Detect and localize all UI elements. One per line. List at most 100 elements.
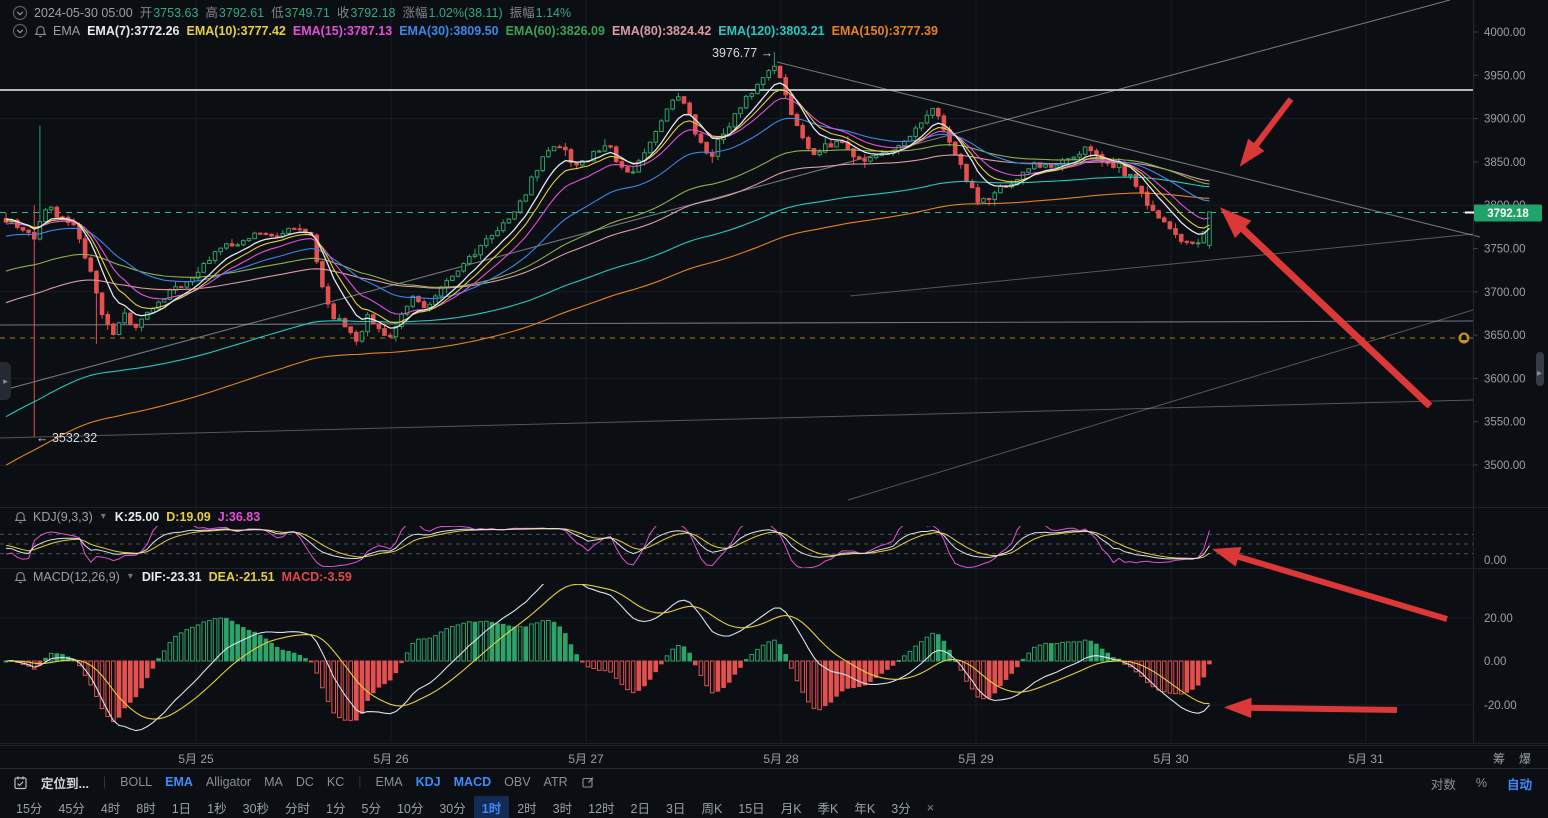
timeframe-button-30秒[interactable]: 30秒 xyxy=(242,801,270,816)
alert-bell-icon[interactable] xyxy=(34,25,47,38)
macd-values: DIF:-23.31 DEA:-21.51 MACD:-3.59 xyxy=(142,569,359,585)
date-label: 5月 28 xyxy=(763,752,799,766)
indicator-button-%[interactable]: % xyxy=(1475,776,1487,790)
trendlines xyxy=(0,0,1481,501)
info-segment: 收 xyxy=(336,6,350,20)
indicator-button-ema[interactable]: EMA xyxy=(165,775,193,789)
indicator-button-kdj[interactable]: KDJ xyxy=(415,775,441,789)
chevron-right-icon[interactable]: ▸ xyxy=(1537,368,1543,379)
info-segment: 低 xyxy=(271,6,284,20)
axis-label: 0.00 xyxy=(1484,656,1506,668)
timeframe-button-3时[interactable]: 3时 xyxy=(552,801,573,816)
timeframe-button-4时[interactable]: 4时 xyxy=(100,801,121,816)
timeframe-button-1日[interactable]: 1日 xyxy=(171,801,192,816)
info-segment: 1.14% xyxy=(535,6,572,20)
axis-label: 3950.00 xyxy=(1484,70,1526,82)
timeframe-button-周K[interactable]: 周K xyxy=(701,801,723,816)
timeframe-button-30分[interactable]: 30分 xyxy=(439,801,466,816)
timeframe-button-月K[interactable]: 月K xyxy=(780,801,802,816)
indicator-button-macd[interactable]: MACD xyxy=(453,775,492,789)
indicator-button-ema[interactable]: EMA xyxy=(375,775,403,789)
axis-label: 20.00 xyxy=(1484,613,1513,625)
timeframe-button-1时[interactable]: 1时 xyxy=(473,795,510,818)
sub-indicator-group: EMA KDJ MACD OBV ATR xyxy=(376,775,568,789)
axis-label: 3600.00 xyxy=(1484,373,1526,385)
axis-scrollbar-thumb[interactable] xyxy=(1536,352,1544,386)
indicator-button-atr[interactable]: ATR xyxy=(543,775,568,789)
timeframe-button-8时[interactable]: 8时 xyxy=(136,801,156,816)
kdj-values: K:25.00 D:19.09 J:36.83 xyxy=(115,509,267,525)
timeframe-button-3日[interactable]: 3日 xyxy=(665,801,686,816)
indicator-button-ma[interactable]: MA xyxy=(264,775,283,789)
ema-indicator-label: EMA xyxy=(53,24,81,38)
info-segment: EMA(15):3787.13 xyxy=(292,24,393,38)
indicator-button-对数[interactable]: 对数 xyxy=(1430,777,1456,792)
axis-label: 3500.00 xyxy=(1484,460,1526,472)
kdj-layer xyxy=(5,526,1210,569)
info-segment: DIF:-23.31 xyxy=(141,570,202,584)
axis-label: 4000.00 xyxy=(1484,27,1526,39)
collapse-chevron-icon[interactable] xyxy=(12,23,28,39)
info-segment: 开 xyxy=(139,6,153,20)
timeframe-button-年K[interactable]: 年K xyxy=(854,801,876,816)
info-segment: K:25.00 xyxy=(114,510,160,524)
date-label: 5月 25 xyxy=(178,752,214,766)
locate-calendar-icon[interactable] xyxy=(13,775,28,790)
close-timeframe-button[interactable]: × xyxy=(926,799,935,815)
timeframe-button-2日[interactable]: 2日 xyxy=(630,801,650,816)
timeframe-button-1分[interactable]: 1分 xyxy=(326,801,346,816)
ohlc-values: 2024-05-30 05:00 开 3753.63 高 3792.61 低 3749.71… xyxy=(34,5,578,21)
info-segment: 1.02%(38.11) xyxy=(428,6,503,20)
axis-label: 3550.00 xyxy=(1484,417,1526,429)
indicator-button-kc[interactable]: KC xyxy=(326,775,345,789)
timeframe-button-45分[interactable]: 45分 xyxy=(58,801,85,816)
info-segment: 高 xyxy=(205,6,218,20)
indicator-button-自动[interactable]: 自动 xyxy=(1506,777,1532,792)
left-panel-expand-tab[interactable]: ▸ xyxy=(0,362,11,400)
axis-label: 0.00 xyxy=(1484,555,1506,567)
axis-tool-button[interactable]: 爆 xyxy=(1518,752,1532,766)
timeframe-button-分时[interactable]: 分时 xyxy=(285,801,311,816)
info-segment: 3753.63 xyxy=(153,6,199,20)
info-segment: 2024-05-30 05:00 xyxy=(34,6,133,20)
timeframe-button-2时[interactable]: 2时 xyxy=(517,801,537,816)
chevron-down-icon[interactable]: ▾ xyxy=(100,511,106,522)
info-segment: D:19.09 xyxy=(166,510,211,524)
collapse-chevron-icon[interactable] xyxy=(12,5,28,21)
axis-label: 3792.18 xyxy=(1487,208,1529,220)
indicator-button-dc[interactable]: DC xyxy=(295,775,314,789)
info-segment: 3792.61 xyxy=(218,6,265,20)
axis-label: 3976.77 → xyxy=(712,46,773,60)
info-segment: EMA(120):3803.21 xyxy=(718,24,825,38)
indicator-button-boll[interactable]: BOLL xyxy=(120,775,153,789)
ema-legend-bar: EMA EMA(7):3772.26 EMA(10):3777.42 EMA(15)… xyxy=(12,23,945,39)
chevron-down-icon[interactable]: ▾ xyxy=(127,571,133,582)
macd-header-bar: MACD(12,26,9) ▾ DIF:-23.31 DEA:-21.51 MACD… xyxy=(14,569,359,585)
timeframe-button-1秒[interactable]: 1秒 xyxy=(207,801,227,816)
timeframe-button-15分[interactable]: 15分 xyxy=(16,801,43,816)
alert-bell-icon[interactable] xyxy=(14,571,27,584)
locate-button[interactable]: 定位到... xyxy=(41,776,89,791)
info-segment: 3792.18 xyxy=(350,6,396,20)
timeframe-button-10分[interactable]: 10分 xyxy=(396,801,424,816)
current-price-badge: 3792.18 xyxy=(1465,204,1542,222)
timeframe-button-5分[interactable]: 5分 xyxy=(361,801,381,816)
info-segment: EMA(60):3826.09 xyxy=(505,24,605,38)
timeframe-button-12时[interactable]: 12时 xyxy=(588,801,615,816)
alert-bell-icon[interactable] xyxy=(14,511,27,524)
axis-label: 3850.00 xyxy=(1484,157,1526,169)
edit-indicators-icon[interactable] xyxy=(581,775,595,789)
time-axis: 5月 25 5月 26 5月 27 5月 28 5月 29 5月 30 5月 31 筹爆 xyxy=(0,745,1548,769)
info-segment: 涨幅 xyxy=(402,6,428,20)
info-segment: 3749.71 xyxy=(284,6,330,20)
timeframe-button-3分[interactable]: 3分 xyxy=(891,801,911,816)
timeframe-button-季K[interactable]: 季K xyxy=(817,801,839,816)
timeframe-button-15日[interactable]: 15日 xyxy=(738,801,765,816)
indicator-button-obv[interactable]: OBV xyxy=(504,775,531,789)
indicator-button-alligator[interactable]: Alligator xyxy=(205,775,252,789)
ema-values: EMA(7):3772.26 EMA(10):3777.42 EMA(15):378… xyxy=(87,23,945,39)
date-label: 5月 30 xyxy=(1153,752,1189,766)
chart-canvas[interactable]: 4000.003950.003900.003850.003800.003750.… xyxy=(0,0,1548,745)
axis-tool-button[interactable]: 筹 xyxy=(1492,752,1506,766)
